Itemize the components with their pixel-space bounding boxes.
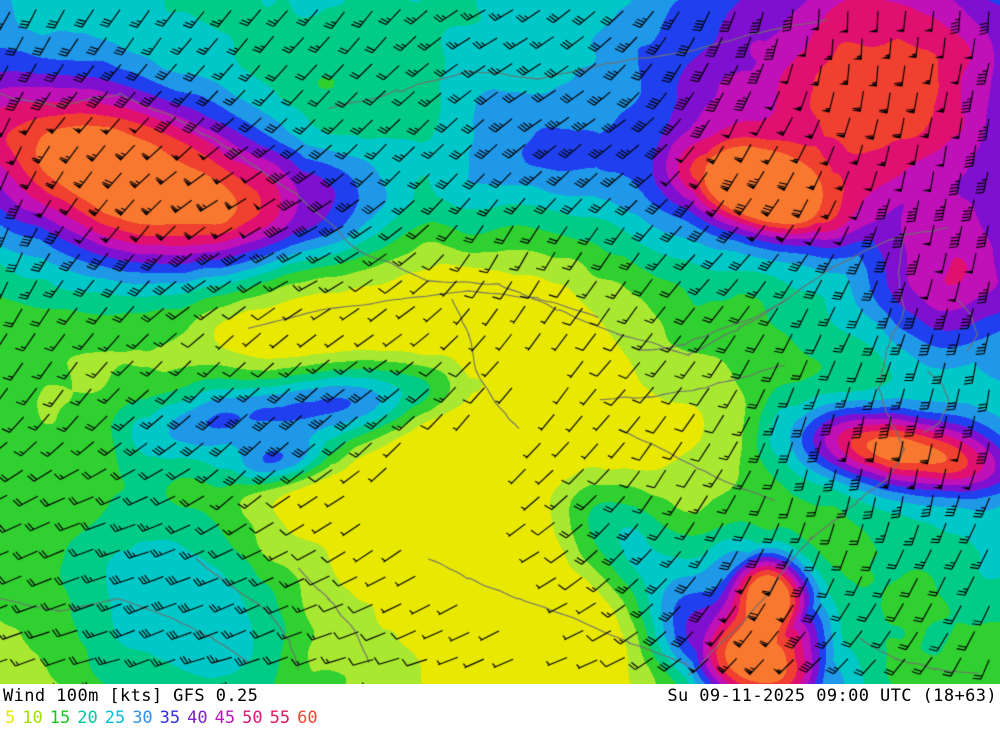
legend-tick-30: 30	[132, 708, 153, 728]
map-footer: Wind 100m [kts] GFS 0.25 Su 09-11-2025 0…	[0, 684, 1000, 733]
legend-tick-60: 60	[297, 708, 318, 728]
weather-map-canvas[interactable]	[0, 0, 1000, 684]
wind-barb-layer	[0, 0, 1000, 684]
legend-tick-40: 40	[187, 708, 208, 728]
legend-tick-15: 15	[49, 708, 71, 728]
legend-tick-55: 55	[269, 708, 291, 728]
legend-tick-5: 5	[5, 708, 16, 728]
legend-tick-10: 10	[22, 708, 43, 728]
legend-tick-35: 35	[159, 708, 181, 728]
legend-tick-45: 45	[214, 708, 236, 728]
legend-tick-20: 20	[77, 708, 98, 728]
legend-tick-25: 25	[104, 708, 126, 728]
legend-tick-50: 50	[242, 708, 263, 728]
color-scale-legend: 5 10 15 20 25 30 35 40 45 50 55 60	[5, 708, 325, 728]
map-title: Wind 100m [kts] GFS 0.25	[3, 686, 259, 706]
map-valid-time: Su 09-11-2025 09:00 UTC (18+63)	[667, 686, 997, 706]
